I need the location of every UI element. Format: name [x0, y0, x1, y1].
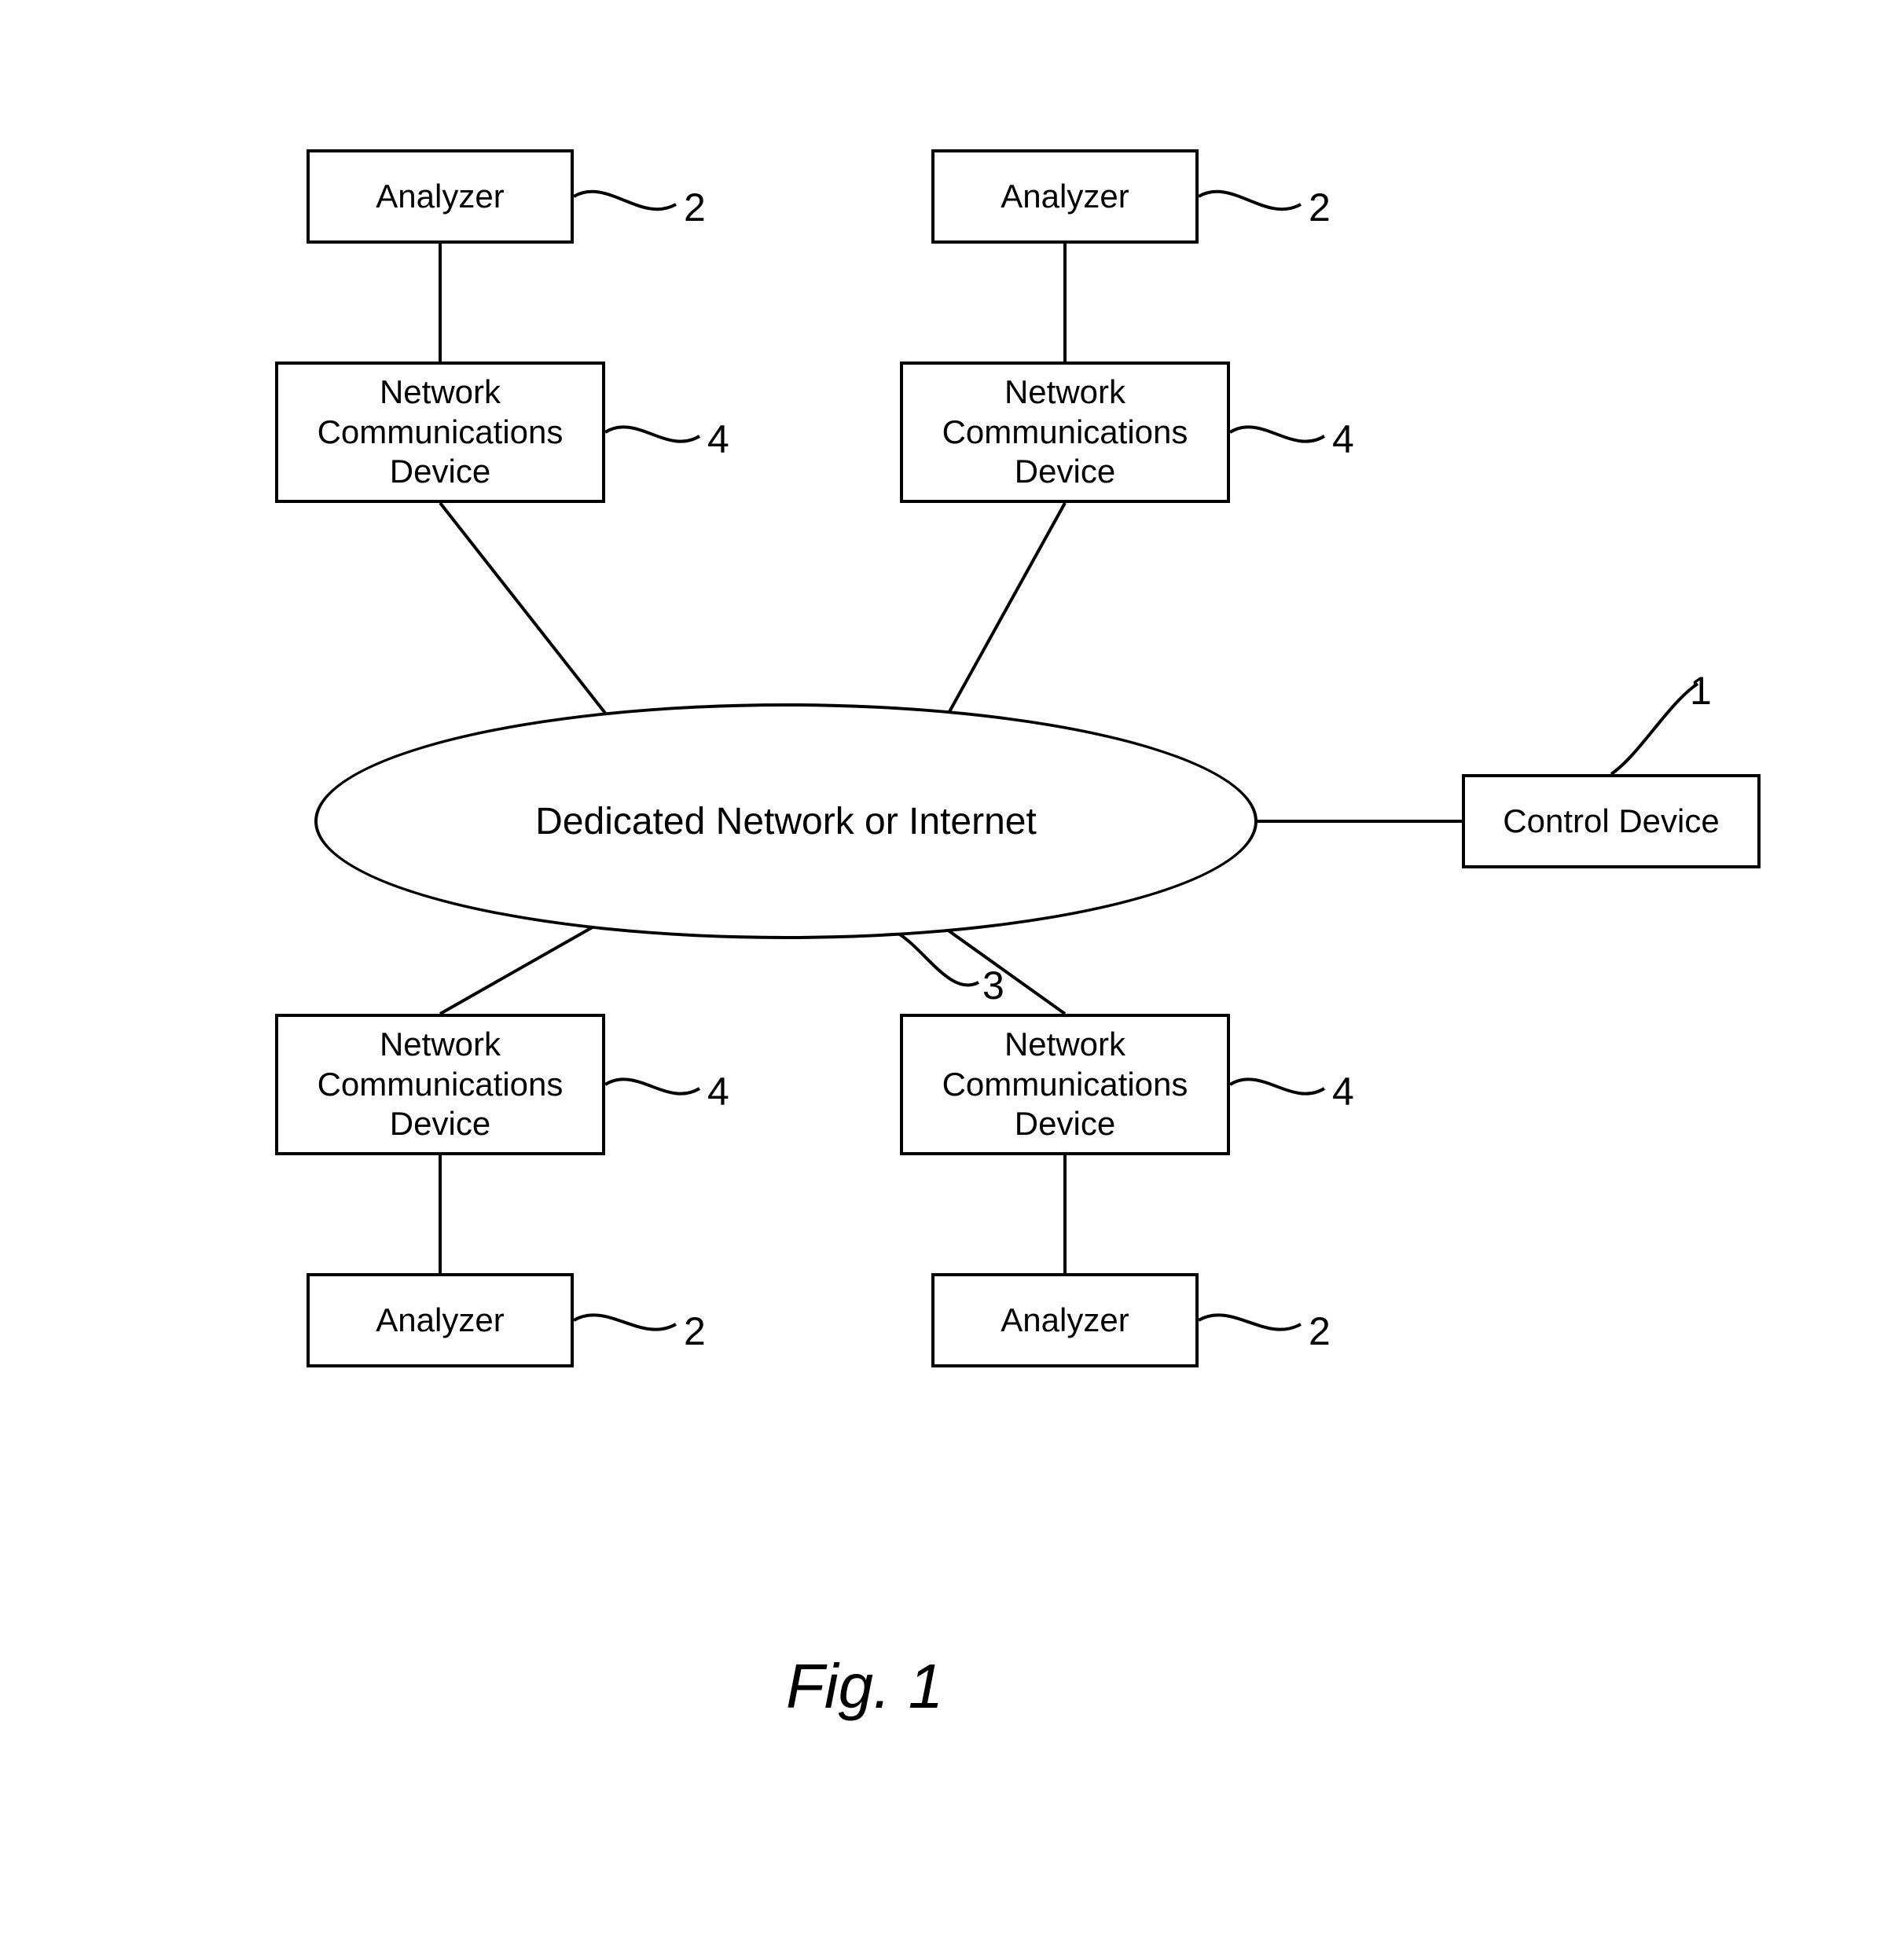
ncd-box-bottom-left: NetworkCommunicationsDevice [275, 1014, 605, 1155]
analyzer-label: Analyzer [1001, 178, 1129, 215]
control-device-box: Control Device [1462, 774, 1761, 868]
analyzer-box-top-left: Analyzer [307, 149, 574, 244]
control-device-label: Control Device [1503, 802, 1719, 840]
ncd-box-top-right: NetworkCommunicationsDevice [900, 362, 1230, 503]
analyzer-box-top-right: Analyzer [931, 149, 1199, 244]
ncd-label: NetworkCommunicationsDevice [318, 373, 564, 491]
network-ellipse: Dedicated Network or Internet [314, 703, 1258, 939]
ref-label-4: 4 [707, 417, 729, 462]
ellipse-label: Dedicated Network or Internet [535, 800, 1037, 843]
ncd-label: NetworkCommunicationsDevice [318, 1025, 564, 1143]
ncd-label: NetworkCommunicationsDevice [942, 373, 1188, 491]
analyzer-box-bottom-left: Analyzer [307, 1273, 574, 1367]
figure-caption: Fig. 1 [786, 1650, 943, 1723]
ref-label-2: 2 [1309, 185, 1331, 230]
ref-label-2: 2 [684, 1309, 706, 1354]
connector-layer [0, 0, 1891, 1960]
analyzer-label: Analyzer [1001, 1301, 1129, 1339]
analyzer-box-bottom-right: Analyzer [931, 1273, 1199, 1367]
ref-label-2: 2 [684, 185, 706, 230]
ncd-box-bottom-right: NetworkCommunicationsDevice [900, 1014, 1230, 1155]
ref-label-4: 4 [707, 1069, 729, 1114]
ncd-box-top-left: NetworkCommunicationsDevice [275, 362, 605, 503]
ref-label-2: 2 [1309, 1309, 1331, 1354]
ncd-label: NetworkCommunicationsDevice [942, 1025, 1188, 1143]
analyzer-label: Analyzer [376, 1301, 504, 1339]
analyzer-label: Analyzer [376, 178, 504, 215]
ref-label-1: 1 [1690, 668, 1712, 714]
ref-label-3: 3 [982, 963, 1004, 1008]
ref-label-4: 4 [1332, 417, 1354, 462]
ref-label-4: 4 [1332, 1069, 1354, 1114]
diagram-canvas: Dedicated Network or Internet Control De… [0, 0, 1891, 1960]
